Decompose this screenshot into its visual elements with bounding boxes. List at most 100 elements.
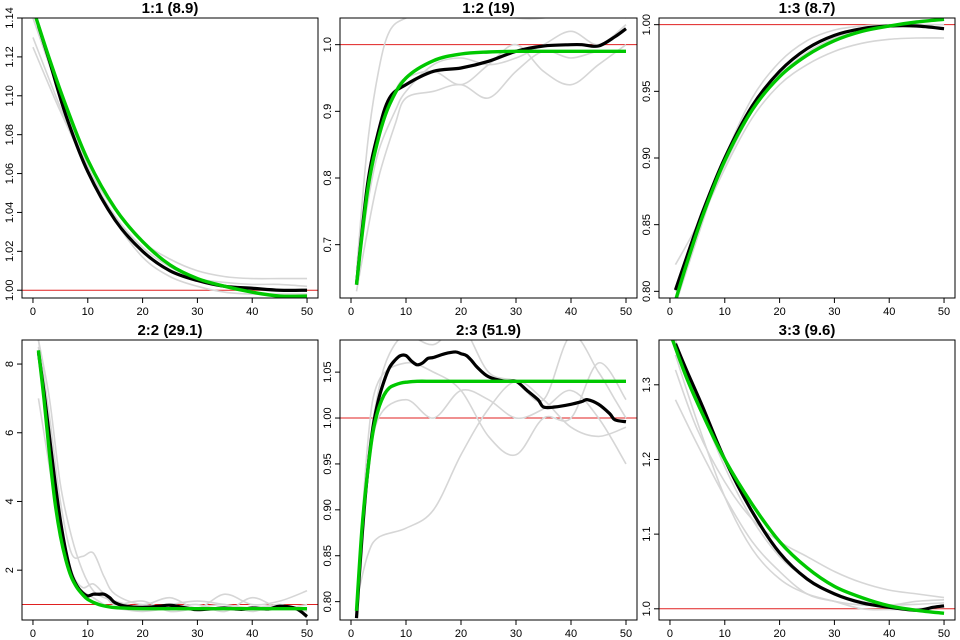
chart-panel: 1:3 (8.7) 0 10 20 30 40 50 0.80 0.85 0.90 0.95 1.00	[641, 0, 956, 318]
y-tick-label: 0.95	[641, 81, 653, 102]
chart-panel: 1:1 (8.9) 0 10 20 30 40 50 1.00 1.02 1.04 1.06 1.08…	[4, 0, 319, 318]
replicate-line	[32, 46, 308, 280]
replicate-line	[37, 340, 308, 613]
y-tick-label: 1.06	[4, 163, 16, 184]
chart-panel: 3:3 (9.6) 0 10 20 30 40 50 1.0 1.1 1.2 1.3	[641, 322, 956, 640]
replicate-line	[32, 18, 308, 296]
panel-title: 1:2 (19)	[462, 0, 515, 17]
y-tick-label: 1.08	[4, 124, 16, 145]
x-tick-label: 20	[455, 628, 467, 640]
x-tick-label: 20	[136, 306, 148, 318]
plot-area	[340, 340, 637, 619]
plot-area	[22, 340, 318, 618]
x-tick-label: 0	[667, 306, 673, 318]
x-tick-label: 10	[82, 306, 94, 318]
replicate-line	[355, 18, 626, 272]
x-tick-label: 40	[883, 628, 895, 640]
y-tick-label: 1.14	[4, 7, 16, 28]
x-tick-label: 40	[246, 306, 258, 318]
x-tick-label: 50	[938, 306, 950, 318]
mean-line	[36, 351, 309, 618]
replicate-line	[32, 37, 308, 288]
x-tick-label: 40	[565, 306, 577, 318]
x-tick-label: 50	[301, 306, 313, 318]
y-tick-label: 0.80	[641, 281, 653, 302]
panel-title: 3:3 (9.6)	[779, 322, 836, 339]
replicate-line	[37, 398, 308, 613]
y-tick-label: 1.04	[4, 202, 16, 223]
panel-title: 1:3 (8.7)	[779, 0, 836, 17]
plot-frame	[21, 339, 319, 621]
x-tick-label: 50	[620, 306, 632, 318]
y-tick-label: 0.85	[322, 545, 334, 566]
fitted-line	[670, 340, 945, 615]
y-tick-label: 1.00	[4, 280, 16, 301]
x-tick-label: 0	[30, 306, 36, 318]
fitted-line	[354, 379, 626, 611]
x-tick-label: 30	[510, 628, 522, 640]
x-tick-label: 20	[136, 628, 148, 640]
x-tick-label: 10	[719, 306, 731, 318]
y-tick-label: 0.85	[641, 214, 653, 235]
plot-area	[22, 18, 318, 298]
x-tick-label: 0	[30, 628, 36, 640]
y-tick-label: 1.2	[641, 452, 653, 467]
x-tick-label: 30	[828, 306, 840, 318]
y-tick-label: 0.7	[322, 237, 334, 252]
x-tick-label: 50	[301, 628, 313, 640]
y-tick-label: 0.8	[322, 170, 334, 185]
mean-line	[36, 25, 308, 292]
replicate-line	[674, 23, 945, 266]
mean-line	[354, 27, 627, 285]
replicate-line	[355, 43, 627, 279]
plot-frame	[21, 17, 319, 299]
mean-line	[354, 350, 627, 619]
replicate-line	[674, 369, 945, 599]
replicate-line	[355, 340, 627, 611]
plot-area	[340, 18, 637, 292]
plot-area	[659, 340, 955, 615]
x-tick-label: 40	[246, 628, 258, 640]
x-tick-label: 10	[400, 628, 412, 640]
x-tick-label: 20	[773, 306, 785, 318]
plot-frame	[339, 339, 638, 621]
replicate-line	[676, 23, 945, 298]
replicate-line	[355, 24, 627, 285]
chart-panel: 1:2 (19) 0 10 20 30 40 50 0.7 0.8 0.9 1.0	[322, 0, 638, 318]
mean-line	[673, 24, 945, 291]
x-tick-label: 30	[191, 306, 203, 318]
x-tick-label: 0	[348, 306, 354, 318]
replicate-line	[355, 389, 627, 602]
y-tick-label: 1.3	[641, 377, 653, 392]
panel-title: 2:3 (51.9)	[456, 322, 521, 339]
x-tick-label: 0	[348, 628, 354, 640]
y-tick-label: 1.0	[641, 601, 653, 616]
fitted-line	[354, 49, 626, 285]
y-tick-label: 6	[4, 430, 16, 436]
y-tick-label: 0.80	[322, 591, 334, 612]
fitted-line	[36, 350, 308, 611]
fitted-line	[34, 18, 308, 298]
replicate-line	[355, 361, 627, 611]
plot-frame	[658, 339, 956, 621]
y-tick-label: 1.0	[322, 37, 334, 52]
y-tick-label: 1.10	[4, 85, 16, 106]
y-tick-label: 1.00	[641, 14, 653, 35]
x-tick-label: 30	[510, 306, 522, 318]
x-tick-label: 50	[938, 628, 950, 640]
y-tick-label: 1.05	[322, 361, 334, 382]
y-tick-label: 1.00	[322, 407, 334, 428]
y-tick-label: 8	[4, 361, 16, 367]
chart-panel: 2:2 (29.1) 0 10 20 30 40 50 2 4 6 8	[4, 322, 319, 640]
fitted-line	[674, 18, 945, 298]
chart-panel: 2:3 (51.9) 0 10 20 30 40 50 0.80 0.85 0.90 0.95 1.0…	[322, 322, 638, 640]
panel-title: 1:1 (8.9)	[142, 0, 199, 17]
x-tick-label: 0	[667, 628, 673, 640]
y-tick-label: 0.90	[641, 147, 653, 168]
y-tick-label: 1.1	[641, 526, 653, 541]
y-tick-label: 2	[4, 567, 16, 573]
replicate-line	[674, 37, 945, 292]
replicate-line	[37, 346, 308, 616]
y-tick-label: 0.9	[322, 104, 334, 119]
